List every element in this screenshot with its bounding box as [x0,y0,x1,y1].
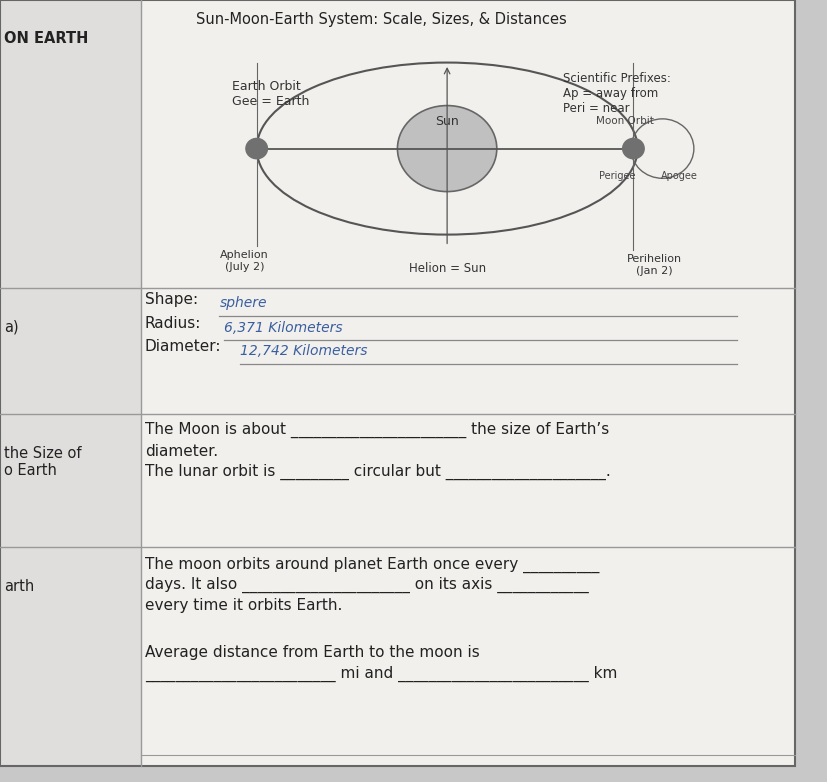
Text: 12,742 Kilometers: 12,742 Kilometers [240,344,367,358]
Text: Earth Orbit
Gee = Earth: Earth Orbit Gee = Earth [232,80,308,108]
Text: The Moon is about _______________________ the size of Earth’s: The Moon is about ______________________… [145,422,609,438]
Text: Perihelion
(Jan 2): Perihelion (Jan 2) [626,254,681,276]
Text: diameter.: diameter. [145,443,218,459]
Text: 6,371 Kilometers: 6,371 Kilometers [223,321,342,335]
Text: Shape:: Shape: [145,292,198,307]
Text: Helion = Sun: Helion = Sun [408,262,485,275]
Text: Moon Orbit: Moon Orbit [595,117,653,126]
Text: a): a) [4,319,19,334]
Text: Average distance from Earth to the moon is: Average distance from Earth to the moon … [145,645,479,661]
Text: Aphelion
(July 2): Aphelion (July 2) [220,250,268,272]
Text: Sun-Moon-Earth System: Scale, Sizes, & Distances: Sun-Moon-Earth System: Scale, Sizes, & D… [195,12,566,27]
Bar [0,0,141,766]
Text: every time it orbits Earth.: every time it orbits Earth. [145,597,342,613]
Text: the Size of
o Earth: the Size of o Earth [4,446,82,478]
Text: Radius:: Radius: [145,316,201,331]
Ellipse shape [397,106,496,192]
Text: Scientific Prefixes:
Ap = away from
Peri = near: Scientific Prefixes: Ap = away from Peri… [562,73,670,115]
Text: arth: arth [4,579,35,594]
Text: The moon orbits around planet Earth once every __________: The moon orbits around planet Earth once… [145,557,599,572]
Text: Perigee: Perigee [598,171,634,181]
Text: Apogee: Apogee [660,171,696,181]
Text: The lunar orbit is _________ circular but _____________________.: The lunar orbit is _________ circular bu… [145,465,610,480]
Text: ON EARTH: ON EARTH [4,31,88,46]
Bar [141,0,794,766]
Text: Sun: Sun [435,115,458,127]
Text: _________________________ mi and _________________________ km: _________________________ mi and _______… [145,666,617,682]
Text: sphere: sphere [219,296,266,310]
Text: Diameter:: Diameter: [145,339,221,354]
Text: days. It also ______________________ on its axis ____________: days. It also ______________________ on … [145,577,588,593]
Circle shape [246,138,267,159]
Circle shape [622,138,643,159]
